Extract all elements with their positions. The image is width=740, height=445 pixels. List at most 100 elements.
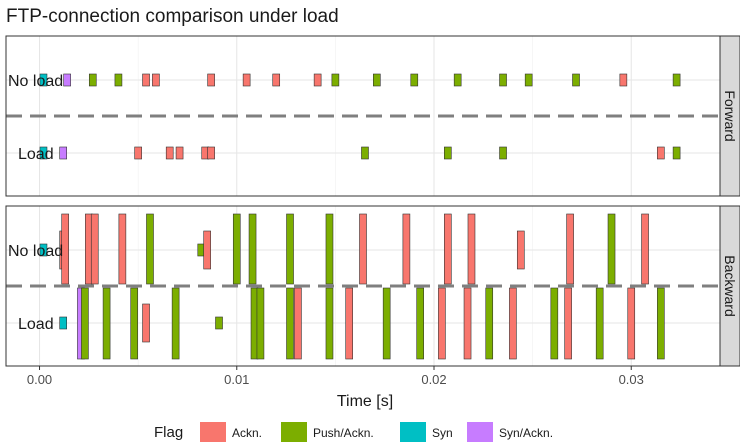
row-label: No load [8,243,63,260]
packet-synack [63,73,71,87]
packet-ack [438,287,446,360]
facet-strip-label: Forward [722,90,738,141]
packet-pushack [444,146,452,160]
packet-ack [207,146,215,160]
packet-pushack [485,287,494,360]
x-axis-title: Time [s] [337,393,393,410]
packet-ack [272,73,281,87]
legend: Flag Ackn. Push/Ackn. Syn Syn/Ackn. [154,422,553,442]
packet-pushack [672,146,681,160]
legend-label-ack: Ackn. [232,426,262,440]
packet-pushack [256,287,265,360]
packet-pushack [114,73,123,87]
packet-pushack [595,287,604,360]
packet-ack [175,146,184,160]
row-label: Load [18,146,54,163]
packet-pushack [410,73,419,87]
facet-panels: No load Load Forward No load Load Backward [5,35,740,367]
legend-key-ack [200,422,226,442]
packet-ack [134,146,142,160]
row-label: No load [8,73,63,90]
legend-key-pushack [281,422,307,442]
packet-pushack [572,73,580,87]
legend-title: Flag [154,424,183,441]
packet-ack [242,73,251,87]
packet-syn [59,316,67,330]
packet-pushack [416,287,424,360]
packet-ack [207,73,215,87]
packet-ack [566,213,574,285]
packet-ack [90,213,99,285]
packet-pushack [248,213,257,285]
packet-pushack [286,213,294,285]
packet-pushack [672,73,681,87]
legend-label-synack: Syn/Ackn. [499,426,553,440]
packet-pushack [130,287,139,360]
packet-pushack [382,287,391,360]
packet-ack [516,230,525,270]
row-label: Load [18,316,54,333]
packet-ack [359,213,367,285]
packet-pushack [325,287,334,360]
packet-ack [313,73,322,87]
packet-pushack [361,146,369,160]
packet-pushack [88,73,97,87]
packet-pushack [215,316,223,330]
packet-ack [152,73,160,87]
packet-pushack [499,146,507,160]
packet-ack [657,146,665,160]
x-axis: 0.00 0.01 0.02 0.03 [27,366,644,387]
packet-pushack [373,73,381,87]
packet-ack [444,213,452,285]
packet-pushack [171,287,180,360]
packet-syn [39,146,48,160]
facet-panel-backward: No load Load Backward [5,205,740,367]
packet-pushack [325,213,334,285]
packet-pushack [331,73,340,87]
x-tick-label: 0.00 [27,372,52,387]
facet-strip-label: Backward [722,255,738,316]
packet-pushack [232,213,241,285]
packet-pushack [499,73,507,87]
legend-label-syn: Syn [432,426,453,440]
packet-pushack [607,213,616,285]
packet-ack [619,73,628,87]
packet-ack [142,73,150,87]
packet-ack [118,213,127,285]
facet-strip [719,35,740,197]
legend-key-syn [400,422,426,442]
packet-pushack [81,287,89,360]
chart-title: FTP-connection comparison under load [6,6,339,27]
packet-ack [402,213,411,285]
packet-syn [39,243,48,257]
packet-synack [59,146,67,160]
packet-pushack [550,287,559,360]
packet-ack [345,287,353,360]
packet-syn [39,73,48,87]
packet-pushack [657,287,665,360]
legend-key-synack [467,422,493,442]
panel-background [6,36,720,196]
packet-ack [641,213,649,285]
packet-ack [467,213,476,285]
packet-ack [203,230,211,270]
packet-ack [142,303,150,343]
packet-ack [564,287,572,360]
packet-ack [294,287,302,360]
x-tick-label: 0.02 [421,372,446,387]
facet-strip [719,205,740,367]
packet-ack [463,287,472,360]
packet-pushack [146,213,154,285]
packet-ack [627,287,636,360]
x-tick-label: 0.03 [619,372,644,387]
packet-pushack [453,73,462,87]
packet-pushack [524,73,533,87]
facet-panel-forward: No load Load Forward [5,35,740,197]
packet-ack [165,146,174,160]
x-tick-label: 0.01 [224,372,249,387]
packet-ack [61,213,69,285]
packet-pushack [286,287,294,360]
packet-pushack [102,287,111,360]
packet-ack [509,287,517,360]
